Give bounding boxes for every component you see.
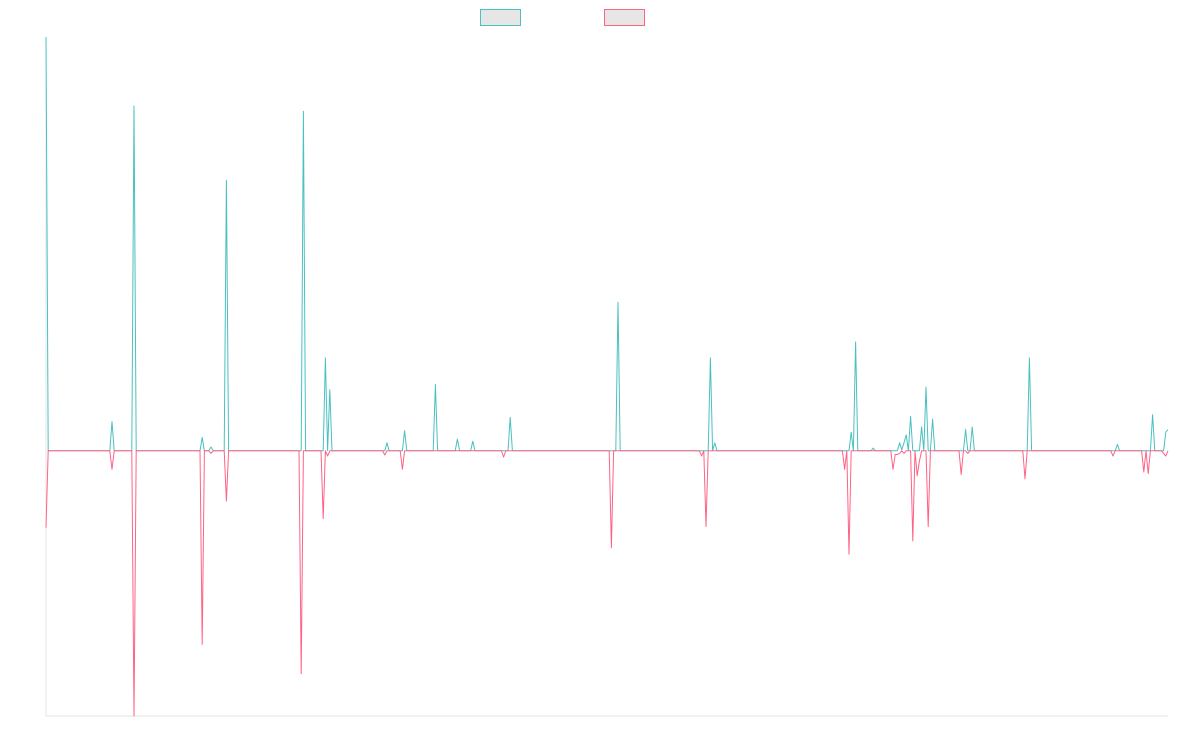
series-line-1 — [45, 36, 1169, 452]
legend-swatch-1[interactable] — [480, 9, 521, 26]
series-layer — [45, 36, 1169, 717]
axes — [45, 37, 1168, 717]
series-line-2 — [45, 450, 1169, 717]
legend-swatch-2[interactable] — [604, 9, 645, 26]
legend — [480, 9, 645, 26]
